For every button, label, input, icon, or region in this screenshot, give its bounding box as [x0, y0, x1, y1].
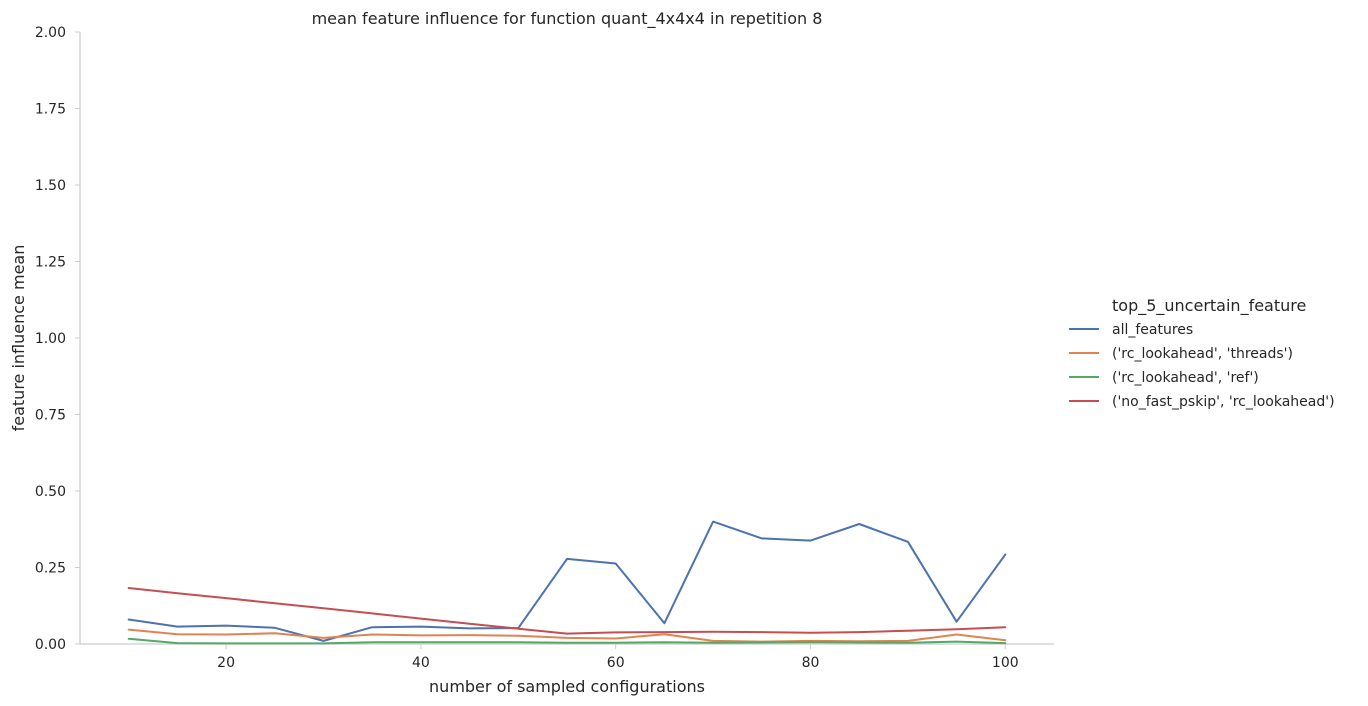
- y-tick-label: 0.50: [35, 484, 66, 500]
- x-tick-label: 100: [992, 655, 1019, 671]
- y-axis-title: feature influence mean: [9, 245, 28, 432]
- x-tick-label: 40: [412, 655, 430, 671]
- y-tick-label: 1.75: [35, 102, 66, 118]
- legend: top_5_uncertain_feature all_features ('rc…: [1069, 296, 1335, 410]
- x-tick-label: 60: [607, 655, 625, 671]
- x-axis-title: number of sampled configurations: [429, 677, 705, 696]
- y-tick-label: 1.25: [35, 255, 66, 271]
- series-line-0: [127, 520, 1007, 642]
- x-tick-label: 80: [802, 655, 820, 671]
- legend-title: top_5_uncertain_feature: [1112, 296, 1306, 316]
- y-tick-label: 0.25: [35, 561, 66, 577]
- legend-label: ('rc_lookahead', 'ref'): [1112, 370, 1259, 386]
- series-line-2: [127, 637, 1007, 645]
- series-line-3: [127, 587, 1007, 635]
- y-tick-label: 1.50: [35, 178, 66, 194]
- series-line-1: [127, 628, 1007, 643]
- legend-label: all_features: [1112, 322, 1193, 338]
- y-tick-label: 0.00: [35, 637, 66, 653]
- y-tick-group: 0.00 0.25 0.50 0.75 1.00 1.25 1.50 1.75 2.00: [35, 25, 80, 653]
- legend-label: ('rc_lookahead', 'threads'): [1112, 346, 1293, 362]
- y-tick-label: 0.75: [35, 408, 66, 424]
- x-tick-group: 20 40 60 80 100: [217, 644, 1019, 671]
- y-tick-label: 1.00: [35, 331, 66, 347]
- legend-label: ('no_fast_pskip', 'rc_lookahead'): [1112, 394, 1335, 410]
- chart-title: mean feature influence for function quan…: [312, 9, 823, 29]
- x-tick-label: 20: [217, 655, 235, 671]
- y-tick-label: 2.00: [35, 25, 66, 41]
- series-lines: [127, 520, 1007, 645]
